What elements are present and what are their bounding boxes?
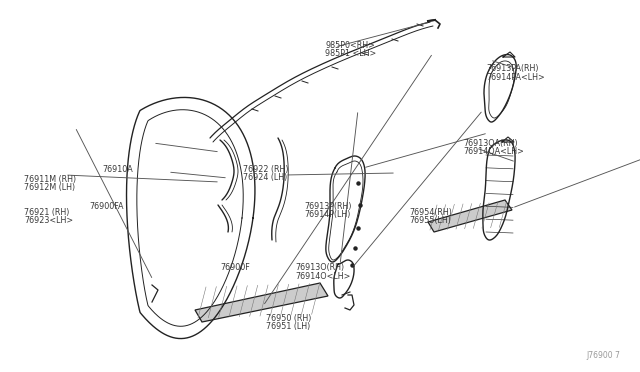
Text: 76914PA<LH>: 76914PA<LH> [486, 73, 545, 81]
Polygon shape [195, 283, 328, 322]
Text: 76900F: 76900F [221, 263, 250, 272]
Text: 76913P(RH): 76913P(RH) [304, 202, 351, 211]
Text: 985P1 <LH>: 985P1 <LH> [325, 49, 376, 58]
Text: 76922 (RH): 76922 (RH) [243, 165, 289, 174]
Text: 985P0<RH>: 985P0<RH> [325, 41, 375, 50]
Text: 76950 (RH): 76950 (RH) [266, 314, 311, 323]
Text: 76924 (LH): 76924 (LH) [243, 173, 287, 182]
Text: 76912M (LH): 76912M (LH) [24, 183, 76, 192]
Text: 76921 (RH): 76921 (RH) [24, 208, 70, 217]
Text: 76914QA<LH>: 76914QA<LH> [463, 147, 524, 156]
Text: 76913QA(RH): 76913QA(RH) [463, 139, 518, 148]
Polygon shape [428, 200, 512, 232]
Text: 76900FA: 76900FA [90, 202, 124, 211]
Text: 76955(LH): 76955(LH) [410, 216, 451, 225]
Text: 76913O(RH): 76913O(RH) [296, 263, 345, 272]
Text: 76913PA(RH): 76913PA(RH) [486, 64, 539, 73]
Text: 76923<LH>: 76923<LH> [24, 216, 74, 225]
Text: 76914P(LH): 76914P(LH) [304, 210, 350, 219]
Text: 76954(RH): 76954(RH) [410, 208, 452, 217]
Text: J76900 7: J76900 7 [586, 351, 620, 360]
Text: 76911M (RH): 76911M (RH) [24, 175, 76, 184]
Text: 76914O<LH>: 76914O<LH> [296, 272, 351, 280]
Text: 76910A: 76910A [102, 165, 133, 174]
Text: 76951 (LH): 76951 (LH) [266, 322, 310, 331]
